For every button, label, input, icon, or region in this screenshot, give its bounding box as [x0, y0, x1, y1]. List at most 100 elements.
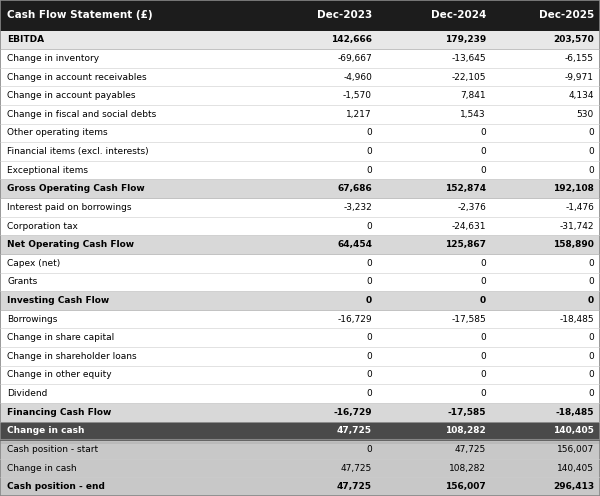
- Bar: [0, 105, 600, 124]
- Text: Exceptional items: Exceptional items: [7, 166, 88, 175]
- Text: Cash position - start: Cash position - start: [7, 445, 98, 454]
- Text: Investing Cash Flow: Investing Cash Flow: [7, 296, 109, 305]
- Text: 0: 0: [366, 352, 372, 361]
- Text: 0: 0: [588, 128, 594, 137]
- Text: Cash position - end: Cash position - end: [7, 482, 105, 491]
- Text: Net Operating Cash Flow: Net Operating Cash Flow: [7, 240, 134, 249]
- Text: 0: 0: [588, 389, 594, 398]
- Text: -17,585: -17,585: [448, 408, 486, 417]
- Bar: [0, 49, 600, 68]
- Text: 67,686: 67,686: [337, 185, 372, 193]
- Bar: [0, 235, 600, 254]
- Text: 0: 0: [366, 333, 372, 342]
- Text: -22,105: -22,105: [452, 72, 486, 81]
- Text: 0: 0: [366, 259, 372, 268]
- Text: -31,742: -31,742: [560, 222, 594, 231]
- Bar: [0, 180, 600, 198]
- Text: 0: 0: [588, 333, 594, 342]
- Text: EBITDA: EBITDA: [7, 35, 44, 44]
- Text: 152,874: 152,874: [445, 185, 486, 193]
- Text: Change in account receivables: Change in account receivables: [7, 72, 147, 81]
- Text: 0: 0: [480, 147, 486, 156]
- Text: Change in other equity: Change in other equity: [7, 371, 112, 379]
- Text: Financing Cash Flow: Financing Cash Flow: [7, 408, 112, 417]
- Text: 47,725: 47,725: [337, 482, 372, 491]
- Text: Interest paid on borrowings: Interest paid on borrowings: [7, 203, 132, 212]
- Text: Dec-2025: Dec-2025: [539, 10, 594, 20]
- Text: -1,570: -1,570: [343, 91, 372, 100]
- Text: -9,971: -9,971: [565, 72, 594, 81]
- Text: -3,232: -3,232: [343, 203, 372, 212]
- Text: 0: 0: [366, 371, 372, 379]
- Text: 0: 0: [480, 389, 486, 398]
- Text: 530: 530: [577, 110, 594, 119]
- Text: 156,007: 156,007: [445, 482, 486, 491]
- Text: 0: 0: [588, 259, 594, 268]
- Text: 0: 0: [480, 371, 486, 379]
- Text: 0: 0: [588, 277, 594, 286]
- Bar: [0, 86, 600, 105]
- Text: 0: 0: [480, 296, 486, 305]
- Text: 0: 0: [588, 352, 594, 361]
- Text: Change in shareholder loans: Change in shareholder loans: [7, 352, 137, 361]
- Text: 0: 0: [480, 166, 486, 175]
- Bar: [0, 0, 600, 31]
- Text: 0: 0: [366, 128, 372, 137]
- Text: 192,108: 192,108: [553, 185, 594, 193]
- Text: 156,007: 156,007: [557, 445, 594, 454]
- Bar: [0, 422, 600, 440]
- Text: Dividend: Dividend: [7, 389, 47, 398]
- Text: Grants: Grants: [7, 277, 37, 286]
- Text: 0: 0: [366, 389, 372, 398]
- Text: Other operating items: Other operating items: [7, 128, 108, 137]
- Text: Change in fiscal and social debts: Change in fiscal and social debts: [7, 110, 157, 119]
- Bar: [0, 291, 600, 310]
- Text: 140,405: 140,405: [557, 464, 594, 473]
- Text: Borrowings: Borrowings: [7, 314, 58, 323]
- Bar: [0, 161, 600, 180]
- Text: Dec-2024: Dec-2024: [431, 10, 486, 20]
- Text: Change in cash: Change in cash: [7, 427, 85, 435]
- Text: Change in account payables: Change in account payables: [7, 91, 136, 100]
- Text: Cash Flow Statement (£): Cash Flow Statement (£): [7, 10, 153, 20]
- Bar: [0, 440, 600, 459]
- Text: 0: 0: [480, 277, 486, 286]
- Text: 47,725: 47,725: [341, 464, 372, 473]
- Text: 296,413: 296,413: [553, 482, 594, 491]
- Text: 0: 0: [480, 333, 486, 342]
- Text: Dec-2023: Dec-2023: [317, 10, 372, 20]
- Text: 203,570: 203,570: [553, 35, 594, 44]
- Text: 0: 0: [366, 166, 372, 175]
- Text: -24,631: -24,631: [452, 222, 486, 231]
- Bar: [0, 217, 600, 235]
- Text: 0: 0: [366, 296, 372, 305]
- Text: Capex (net): Capex (net): [7, 259, 61, 268]
- Text: -2,376: -2,376: [457, 203, 486, 212]
- Text: 0: 0: [480, 128, 486, 137]
- Text: -16,729: -16,729: [337, 314, 372, 323]
- Text: -13,645: -13,645: [451, 54, 486, 63]
- Text: -16,729: -16,729: [334, 408, 372, 417]
- Bar: [0, 142, 600, 161]
- Bar: [0, 328, 600, 347]
- Text: 108,282: 108,282: [445, 427, 486, 435]
- Text: 0: 0: [588, 371, 594, 379]
- Bar: [0, 254, 600, 273]
- Text: -17,585: -17,585: [451, 314, 486, 323]
- Text: 142,666: 142,666: [331, 35, 372, 44]
- Bar: [0, 198, 600, 217]
- Text: 0: 0: [366, 445, 372, 454]
- Text: Change in cash: Change in cash: [7, 464, 77, 473]
- Bar: [0, 403, 600, 422]
- Text: 0: 0: [366, 277, 372, 286]
- Text: 0: 0: [366, 222, 372, 231]
- Text: -69,667: -69,667: [337, 54, 372, 63]
- Text: 0: 0: [480, 259, 486, 268]
- Bar: [0, 347, 600, 366]
- Text: 47,725: 47,725: [455, 445, 486, 454]
- Text: 140,405: 140,405: [553, 427, 594, 435]
- Bar: [0, 124, 600, 142]
- Text: 1,543: 1,543: [460, 110, 486, 119]
- Text: 158,890: 158,890: [553, 240, 594, 249]
- Text: Gross Operating Cash Flow: Gross Operating Cash Flow: [7, 185, 145, 193]
